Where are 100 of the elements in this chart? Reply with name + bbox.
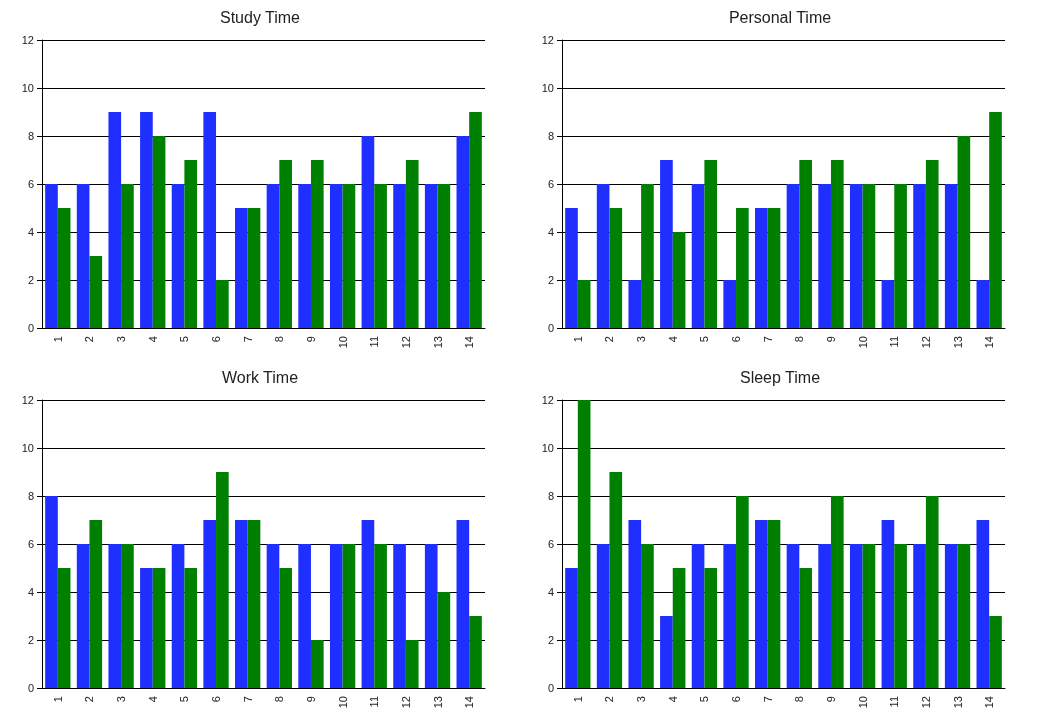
bar <box>203 112 217 328</box>
x-tick-label: 4 <box>146 696 159 703</box>
bar <box>235 208 248 328</box>
x-tick-label: 11 <box>888 696 901 708</box>
bar <box>894 544 907 688</box>
bar <box>279 568 292 688</box>
y-tick-label: 2 <box>27 274 34 286</box>
y-tick-label: 12 <box>541 394 554 406</box>
y-tick-label: 8 <box>547 130 554 142</box>
bar <box>767 208 781 328</box>
x-tick-label: 14 <box>463 696 476 709</box>
x-tick-label: 12 <box>919 336 932 349</box>
y-tick-label: 12 <box>541 34 554 46</box>
bar <box>152 568 166 688</box>
bar <box>565 568 578 688</box>
bar <box>329 544 343 688</box>
bar <box>862 184 876 328</box>
bar <box>108 544 122 688</box>
x-tick-label: 6 <box>730 336 743 343</box>
x-tick-label: 6 <box>210 336 223 343</box>
x-tick-label: 7 <box>241 696 254 703</box>
x-tick-label: 5 <box>178 696 191 703</box>
x-tick-label: 3 <box>635 336 648 343</box>
x-tick-label: 14 <box>983 696 996 709</box>
x-tick-label: 8 <box>793 696 806 703</box>
y-tick-label: 4 <box>27 226 34 238</box>
bar <box>469 616 482 688</box>
x-tick-label: 5 <box>178 336 191 343</box>
bar <box>374 544 387 688</box>
x-tick-label: 10 <box>856 336 869 349</box>
bar <box>925 160 939 328</box>
bar <box>216 472 229 688</box>
y-tick-label: 0 <box>547 682 554 694</box>
bar <box>596 544 610 688</box>
bar <box>310 160 324 328</box>
x-tick-label: 12 <box>399 336 412 349</box>
bar <box>786 544 800 688</box>
bar <box>184 160 198 328</box>
bar <box>57 208 71 328</box>
bar <box>203 520 217 688</box>
y-tick-label: 2 <box>547 634 554 646</box>
x-tick-label: 9 <box>824 696 837 703</box>
bar <box>830 496 844 688</box>
y-tick-label: 0 <box>547 322 554 334</box>
x-tick-label: 4 <box>666 336 679 343</box>
bar <box>393 544 406 688</box>
bar <box>609 472 623 688</box>
bar <box>723 544 737 688</box>
x-tick-label: 11 <box>888 336 901 348</box>
x-tick-label: 11 <box>368 696 381 708</box>
bar <box>121 544 134 688</box>
bar <box>171 184 185 328</box>
bar <box>641 184 654 328</box>
bar <box>628 520 642 688</box>
bar <box>577 280 591 328</box>
x-tick-label: 10 <box>336 336 349 349</box>
bar <box>140 112 153 328</box>
bar <box>424 184 438 328</box>
y-tick-label: 10 <box>541 82 554 94</box>
bar <box>849 544 863 688</box>
y-tick-label: 4 <box>27 586 34 598</box>
bar <box>171 544 185 688</box>
bar <box>437 592 451 688</box>
y-tick-label: 6 <box>547 178 554 190</box>
x-tick-label: 7 <box>761 336 774 343</box>
x-tick-label: 8 <box>793 336 806 343</box>
bar <box>881 280 895 328</box>
chart-title: Work Time <box>221 368 299 386</box>
bar <box>704 160 718 328</box>
bar <box>45 184 58 328</box>
x-tick-label: 13 <box>431 696 444 709</box>
bar <box>298 544 311 688</box>
bar <box>723 280 737 328</box>
bar <box>469 112 482 328</box>
y-tick-label: 10 <box>21 82 34 94</box>
y-tick-label: 0 <box>27 322 34 334</box>
chart-title: Study Time <box>219 8 301 26</box>
bar <box>89 520 103 688</box>
x-tick-label: 1 <box>51 336 64 343</box>
bar <box>755 520 768 688</box>
bar <box>596 184 610 328</box>
bar <box>266 544 280 688</box>
x-tick-label: 8 <box>273 336 286 343</box>
bar <box>660 160 673 328</box>
bar <box>691 544 705 688</box>
bar <box>310 640 324 688</box>
x-tick-label: 12 <box>399 696 412 709</box>
bar <box>818 184 831 328</box>
bar <box>989 112 1002 328</box>
bar <box>913 184 926 328</box>
bar <box>216 280 229 328</box>
bar <box>184 568 198 688</box>
bar <box>374 184 387 328</box>
bar <box>456 136 470 328</box>
x-tick-label: 1 <box>51 696 64 703</box>
bar <box>361 520 375 688</box>
bar <box>393 184 406 328</box>
y-tick-label: 8 <box>27 490 34 502</box>
bar <box>298 184 311 328</box>
x-tick-label: 2 <box>83 696 96 703</box>
